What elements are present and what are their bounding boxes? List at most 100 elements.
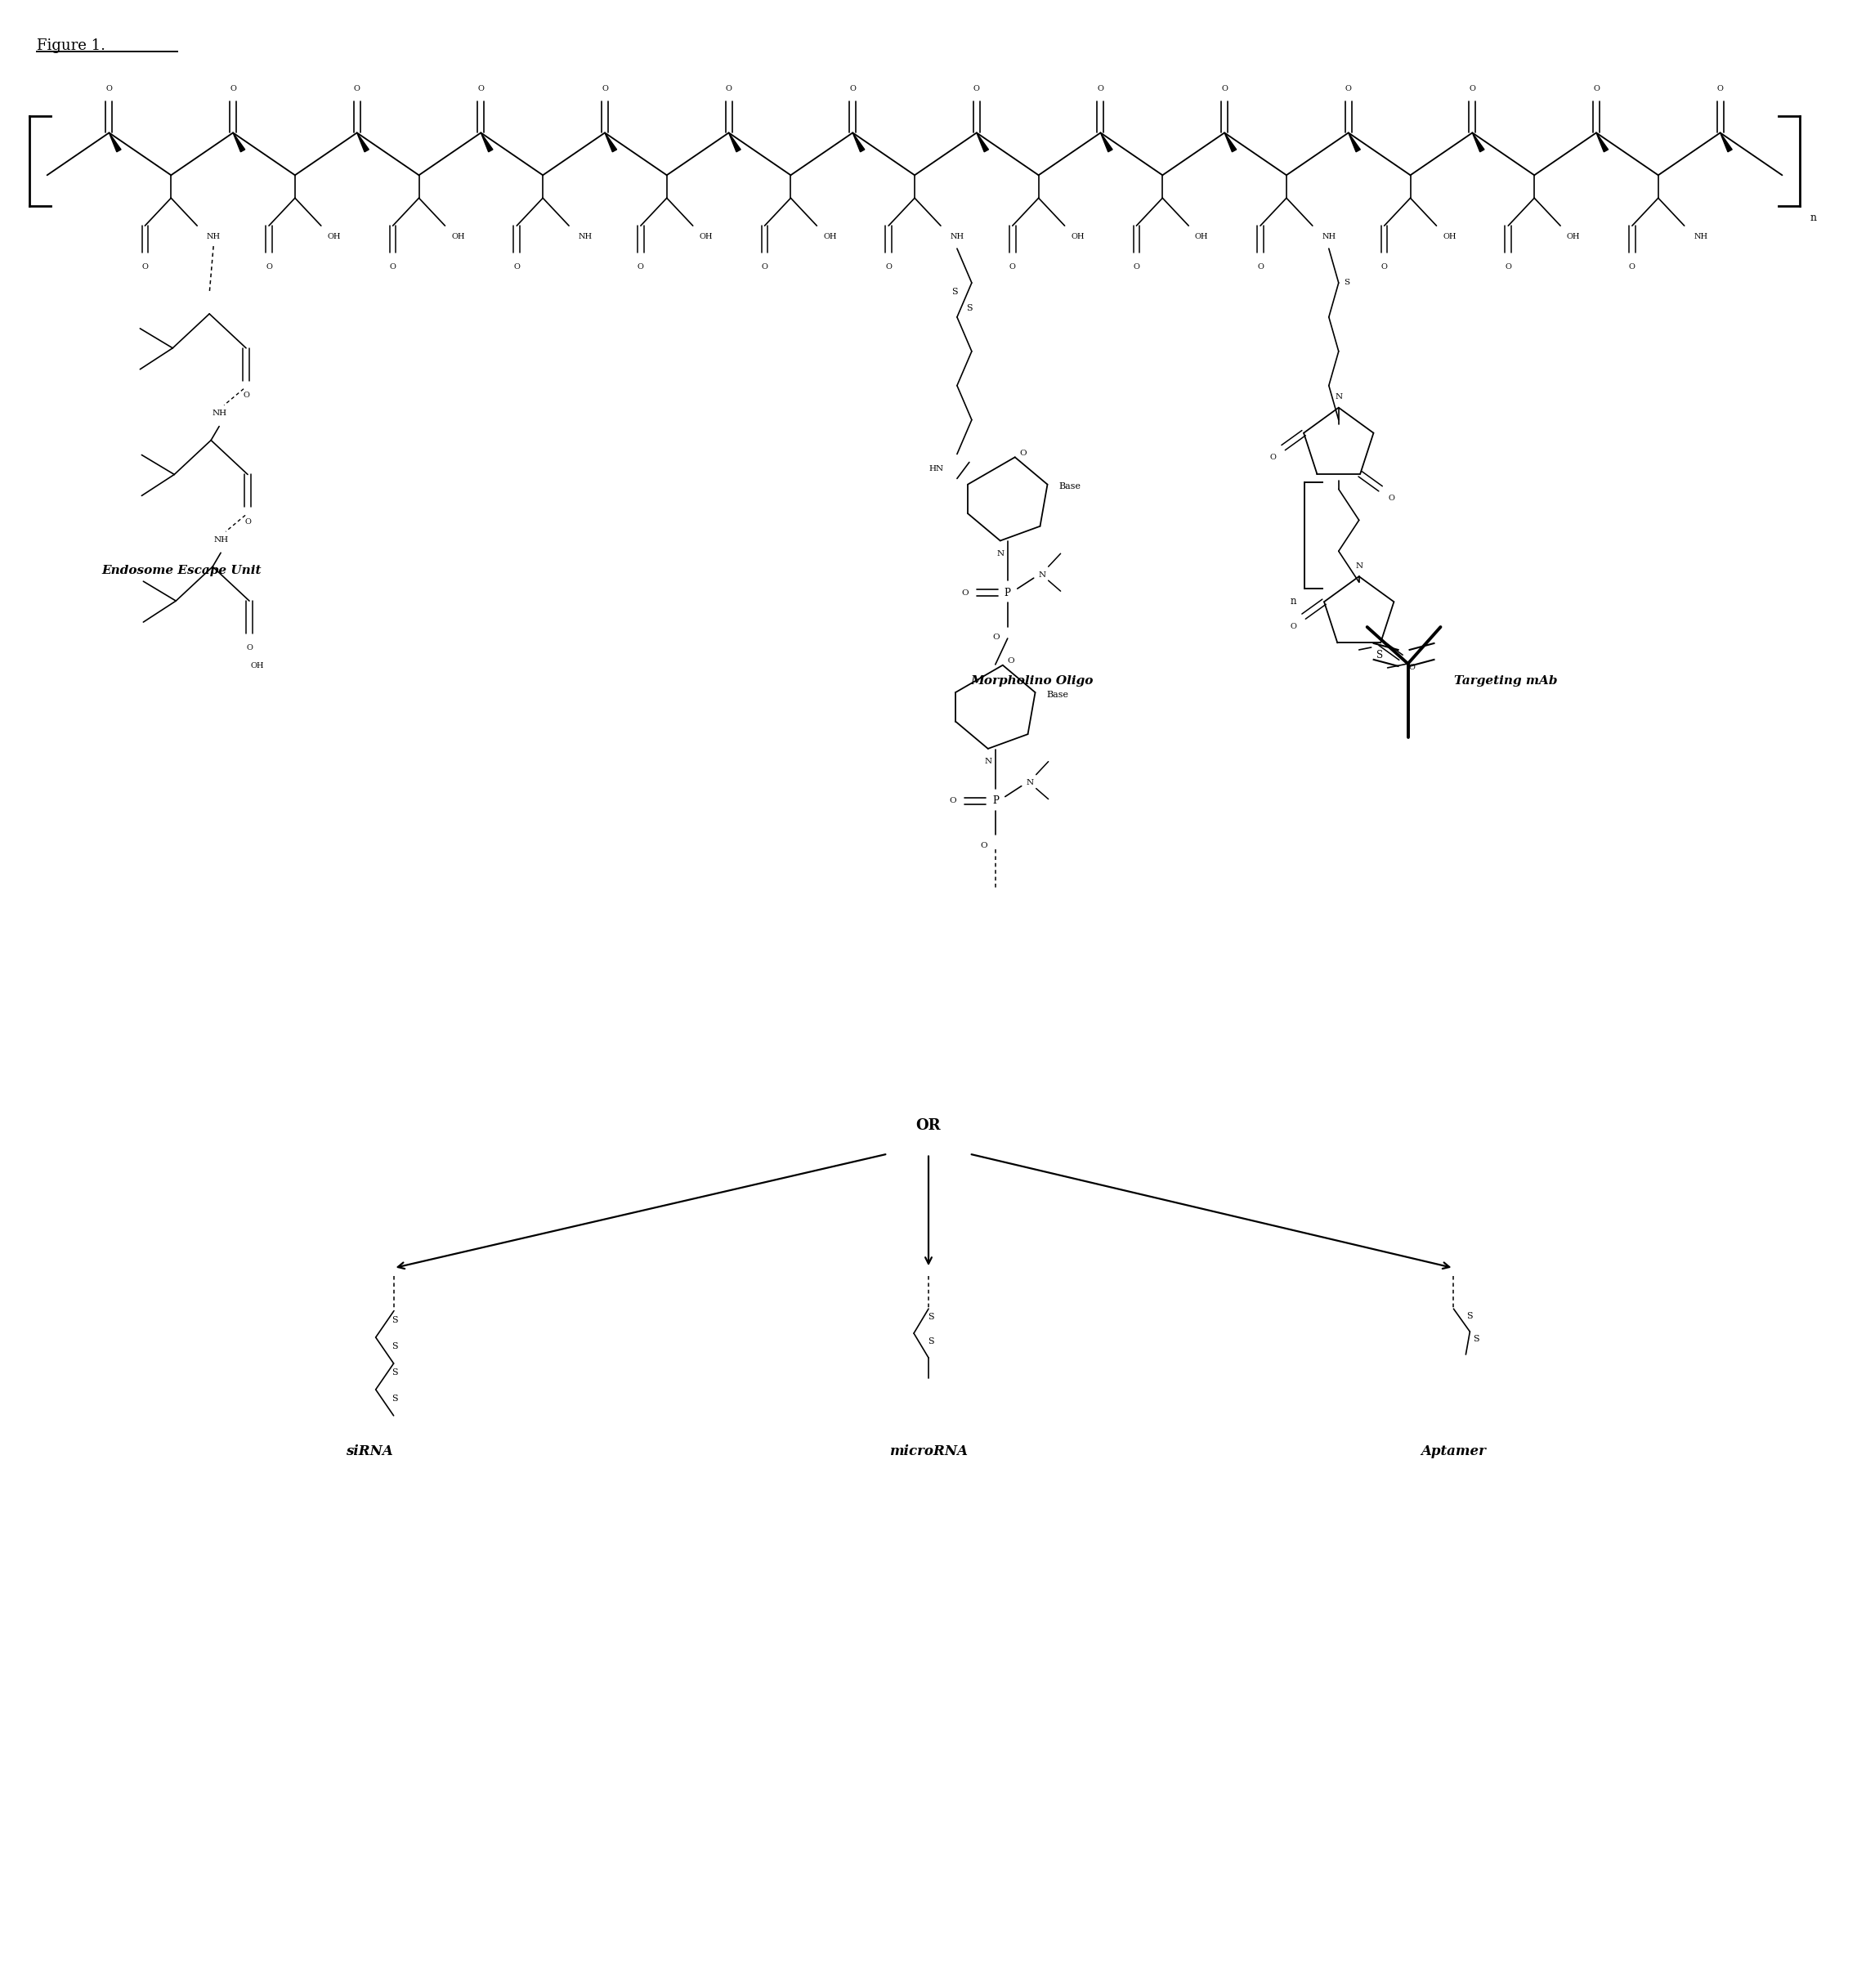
Text: O: O [1270,453,1276,461]
Text: O: O [1344,85,1352,91]
Text: NH: NH [1322,233,1335,241]
Text: O: O [230,85,236,91]
Text: NH: NH [206,233,221,241]
Text: NH: NH [578,233,592,241]
Text: OH: OH [327,233,342,241]
Polygon shape [977,133,988,151]
Text: Targeting mAb: Targeting mAb [1454,676,1558,686]
Text: O: O [106,85,111,91]
Text: N: N [984,757,992,765]
Text: S: S [392,1342,397,1350]
Text: O: O [1504,262,1512,270]
Polygon shape [110,133,121,151]
Polygon shape [1473,133,1484,151]
Polygon shape [1101,133,1112,151]
Text: O: O [637,262,644,270]
Polygon shape [1224,133,1237,151]
Text: n: n [1811,213,1816,223]
Polygon shape [357,133,370,151]
Text: NH: NH [1694,233,1708,241]
Text: N: N [1038,571,1045,579]
Polygon shape [232,133,245,151]
Text: S: S [1344,278,1350,286]
Text: O: O [993,634,999,642]
Text: O: O [886,262,891,270]
Text: O: O [1408,664,1415,672]
Text: NH: NH [951,233,964,241]
Text: S: S [1467,1312,1473,1320]
Text: S: S [1473,1334,1480,1344]
Text: O: O [266,262,273,270]
Text: O: O [980,841,988,849]
Text: OH: OH [451,233,464,241]
Polygon shape [605,133,617,151]
Text: O: O [390,262,396,270]
Text: OH: OH [1071,233,1084,241]
Text: O: O [247,644,253,652]
Text: OR: OR [916,1117,941,1133]
Polygon shape [1597,133,1608,151]
Text: microRNA: microRNA [890,1445,967,1459]
Text: O: O [1629,262,1636,270]
Text: O: O [1382,262,1387,270]
Text: HN: HN [928,465,943,473]
Text: Aptamer: Aptamer [1421,1445,1486,1459]
Text: S: S [951,288,958,296]
Text: OH: OH [1567,233,1580,241]
Text: O: O [141,262,149,270]
Text: P: P [992,795,999,805]
Text: O: O [973,85,980,91]
Text: OH: OH [1443,233,1456,241]
Polygon shape [728,133,741,151]
Text: O: O [1593,85,1599,91]
Polygon shape [481,133,492,151]
Text: NH: NH [214,537,228,543]
Text: O: O [761,262,767,270]
Text: S: S [392,1368,397,1376]
Text: O: O [243,392,249,400]
Text: O: O [1133,262,1140,270]
Text: N: N [1025,779,1032,787]
Text: Base: Base [1058,483,1081,491]
Text: O: O [1387,495,1395,503]
Text: N: N [1335,394,1343,402]
Polygon shape [1348,133,1361,151]
Text: O: O [949,797,956,805]
Text: O: O [726,85,732,91]
Text: O: O [1006,658,1014,664]
Text: O: O [602,85,607,91]
Text: O: O [962,588,969,596]
Text: siRNA: siRNA [345,1445,394,1459]
Text: Endosome Escape Unit: Endosome Escape Unit [102,565,262,577]
Polygon shape [1720,133,1733,151]
Text: S: S [966,304,973,312]
Text: O: O [245,519,251,525]
Text: O: O [514,262,520,270]
Text: N: N [997,551,1005,557]
Text: S: S [392,1394,397,1404]
Text: S: S [928,1312,934,1322]
Text: OH: OH [251,662,264,670]
Text: O: O [353,85,360,91]
Text: O: O [849,85,856,91]
Text: n: n [1291,596,1296,606]
Text: O: O [1257,262,1263,270]
Text: O: O [1097,85,1103,91]
Text: S: S [1376,650,1383,660]
Polygon shape [852,133,865,151]
Text: O: O [1008,262,1016,270]
Text: S: S [928,1338,934,1346]
Text: O: O [1222,85,1227,91]
Text: S: S [392,1316,397,1324]
Text: O: O [1019,449,1027,457]
Text: N: N [1356,563,1363,569]
Text: Base: Base [1047,690,1070,698]
Text: OH: OH [700,233,713,241]
Text: O: O [1291,622,1296,630]
Text: OH: OH [823,233,838,241]
Text: O: O [1469,85,1476,91]
Text: NH: NH [212,410,227,417]
Text: O: O [477,85,485,91]
Text: P: P [1005,586,1010,598]
Text: Figure 1.: Figure 1. [37,38,106,54]
